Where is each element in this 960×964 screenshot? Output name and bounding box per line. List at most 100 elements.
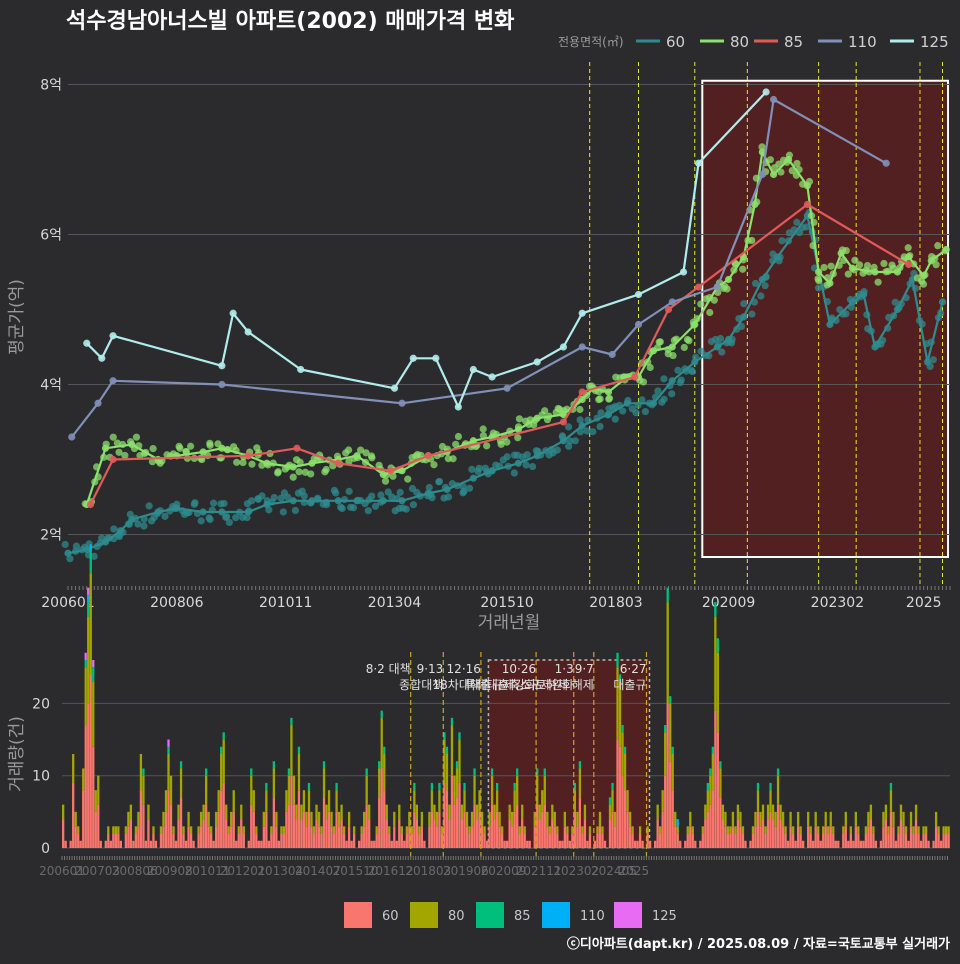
volume-bar-60 [917,833,920,848]
volume-x-tick-label: 200806 [112,864,158,878]
volume-bar-80 [616,667,619,740]
volume-bar-80 [405,826,408,834]
volume-bar-60 [480,826,484,848]
volume-bar-80 [385,804,388,820]
volume-bar-60 [317,826,321,848]
volume-bar-60 [809,833,812,848]
series-80-point [187,442,195,450]
volume-bar-60 [142,804,145,848]
series-80-point [295,468,303,476]
series-60-point [377,491,385,499]
series-80-point [723,285,731,293]
volume-bar-80 [729,826,732,834]
volume-bar-60 [445,790,449,848]
volume-bar-80 [516,775,519,805]
volume-bar-80 [490,775,494,805]
volume-bar-80 [317,811,321,827]
volume-bar-80 [435,811,439,827]
volume-bar-60 [731,826,735,848]
series-60-point [345,487,353,495]
series-60-point [793,218,801,226]
volume-bar-80 [934,811,938,827]
volume-bar-80 [892,811,895,827]
volume-bar-60 [581,833,584,848]
volume-bar-80 [327,790,331,812]
volume-bar-60 [360,833,363,848]
volume-bar-60 [882,826,885,848]
volume-bar-60 [207,826,210,848]
volume-bar-80 [310,811,313,827]
volume-bar-60 [383,790,386,848]
volume-bar-60 [483,833,486,848]
volume-bar-60 [704,819,707,848]
volume-bar-80 [480,811,484,827]
volume-bar-60 [832,833,835,848]
volume-bar-60 [834,840,837,848]
series-80-point [307,470,315,478]
volume-bar-80 [546,811,549,827]
volume-bar-60 [167,790,170,848]
volume-bar-80 [656,804,659,820]
volume-bar-60 [77,833,80,848]
volume-bar-80 [714,616,717,711]
volume-bar-85 [179,761,183,769]
volume-bar-80 [508,804,511,820]
volume-bar-80 [197,826,200,834]
volume-bar-60 [164,811,168,848]
volume-bar-80 [631,826,634,834]
volume-bar-60 [438,811,441,848]
volume-bar-80 [741,826,745,834]
volume-bar-80 [513,790,516,812]
volume-bar-60 [802,840,805,848]
volume-bar-60 [608,819,612,848]
series-80-point [149,445,157,453]
series-60-point [435,478,443,486]
volume-bar-60 [741,833,745,848]
series-80-point [934,242,942,250]
volume-bar-60 [340,819,343,848]
volume-bar-60 [440,833,444,848]
volume-bar-80 [872,826,875,834]
series-60-point [222,513,230,521]
volume-bar-60 [827,833,830,848]
series-60-point [748,310,756,318]
volume-event-label: 규제완화 [530,678,574,692]
volume-bar-60 [779,819,782,848]
volume-bar-80 [458,739,461,783]
volume-x-tick-label: 202405 [591,864,637,878]
volume-bar-80 [924,826,928,834]
volume-bar-60 [556,833,559,848]
volume-bar-60 [222,782,225,848]
volume-bar-80 [117,826,120,834]
volume-bar-80 [689,811,692,827]
volume-bar-110 [676,819,679,827]
volume-bar-60 [631,833,634,848]
volume-bar-85 [716,638,720,653]
volume-bar-80 [330,811,333,827]
volume-bar-60 [199,826,203,848]
volume-bar-60 [664,775,667,848]
series-60-point [225,518,233,527]
volume-bar-60 [109,840,112,848]
volume-bar-85 [669,696,672,704]
volume-bar-80 [255,826,258,834]
volume-bar-60 [526,840,529,848]
volume-bar-60 [204,804,208,848]
volume-bar-85 [616,652,619,668]
series-60-point [220,499,228,508]
volume-bar-60 [485,840,489,848]
volume-bar-60 [119,840,123,848]
volume-bar-80 [796,811,800,827]
volume-event-label: 9·13 [417,662,444,676]
volume-bar-60 [776,804,780,848]
volume-bar-80 [867,811,870,827]
volume-bar-80 [832,826,835,834]
volume-bar-60 [914,819,918,848]
volume-bar-60 [202,819,205,848]
volume-event-label: 특례대출축소 토허제 해제 [465,678,594,692]
volume-bar-85 [719,761,722,769]
volume-bar-80 [608,804,612,820]
volume-bar-60 [247,840,250,848]
volume-bar-80 [114,826,117,834]
volume-bar-80 [541,790,544,812]
